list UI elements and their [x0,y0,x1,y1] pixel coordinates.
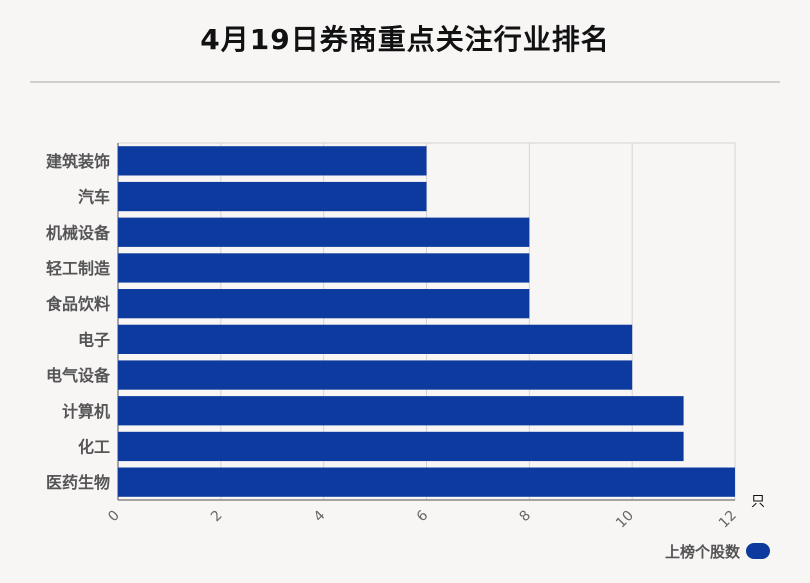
x-tick-label: 12 [716,508,740,532]
category-label: 建筑装饰 [46,152,110,171]
legend-swatch [746,543,770,559]
bar[interactable] [118,146,427,176]
chart-title: 4月19日券商重点关注行业排名 [200,23,610,56]
x-tick-label: 8 [517,508,535,526]
x-tick-label: 2 [208,508,226,526]
x-tick-label: 0 [105,508,123,526]
category-label: 汽车 [78,188,110,207]
category-label: 轻工制造 [46,259,111,278]
bar[interactable] [118,467,735,497]
category-label: 化工 [78,437,110,456]
x-tick-labels: 0 2 4 6 8 10 12 [105,507,740,531]
bar[interactable] [118,360,633,390]
bars [118,146,735,497]
title-divider [30,81,780,83]
bar[interactable] [118,217,530,247]
category-label: 机械设备 [46,223,111,242]
category-label: 食品饮料 [45,295,110,314]
bar[interactable] [118,324,633,354]
bar[interactable] [118,289,530,319]
bar[interactable] [118,253,530,283]
category-label: 计算机 [62,402,110,421]
bar[interactable] [118,396,684,426]
bar[interactable] [118,431,684,462]
bar[interactable] [118,181,427,212]
category-label: 医药生物 [46,473,110,492]
x-unit-label: 只 [751,494,765,510]
legend[interactable]: 上榜个股数 [665,540,770,562]
x-tick-label: 4 [311,507,329,525]
legend-label: 上榜个股数 [664,542,740,561]
x-tick-label: 10 [613,508,637,532]
x-tick-label: 6 [414,507,432,525]
category-label: 电子 [78,330,110,349]
category-label: 电气设备 [46,366,111,385]
